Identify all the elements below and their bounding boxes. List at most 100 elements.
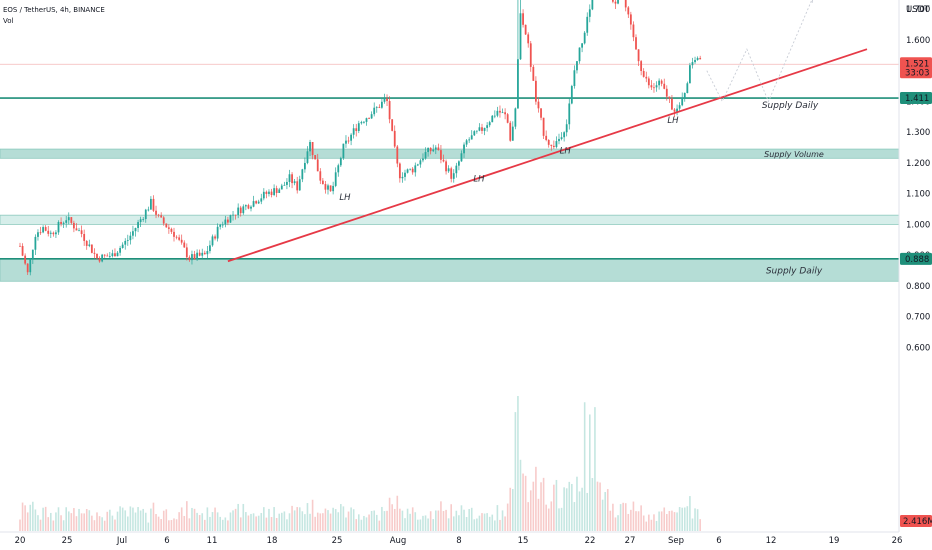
candle [129, 235, 132, 241]
x-tick-label-9: 15 [518, 536, 529, 546]
volume-bar [127, 516, 129, 531]
candle [160, 215, 163, 218]
volume-bar [296, 507, 298, 531]
volume-bar [201, 513, 204, 531]
volume-bar [494, 520, 496, 531]
candle [147, 209, 150, 211]
candle [255, 201, 258, 204]
candle [90, 244, 93, 253]
candle [499, 110, 501, 113]
volume-bar [604, 492, 606, 531]
y-tick-label-8: 1.300 [906, 128, 930, 138]
lh-annotation-2: LH [473, 174, 485, 184]
volume-bar [311, 499, 314, 531]
volume-bar [501, 510, 504, 531]
candle [196, 252, 198, 260]
volume-bar [509, 487, 512, 531]
volume-bar [281, 512, 283, 531]
candle [288, 174, 291, 182]
volume-bar [352, 509, 355, 531]
zone-label-supply-lower: Supply Daily [766, 267, 823, 277]
volume-bar [560, 507, 563, 531]
candle [283, 184, 286, 186]
candle [475, 130, 478, 132]
volume-bar [606, 489, 609, 531]
candle [678, 105, 681, 109]
candle [75, 228, 78, 231]
candle [493, 115, 496, 117]
projection-path [706, 0, 813, 103]
volume-bar [119, 506, 121, 531]
volume-bar [75, 516, 78, 531]
candle [306, 151, 309, 163]
volume-bar [114, 519, 116, 531]
volume-bar [401, 510, 404, 531]
x-tick-label-10: 22 [585, 536, 596, 546]
x-tick-label-7: Aug [390, 536, 407, 546]
volume-bar [512, 489, 514, 531]
candle [386, 98, 388, 102]
volume-bar [663, 507, 666, 531]
y-tick-label-13: 0.800 [906, 282, 930, 292]
volume-bar [381, 506, 383, 531]
candle [108, 256, 111, 257]
candle [347, 140, 350, 142]
candle [373, 107, 376, 115]
volume-bar [478, 515, 481, 531]
volume-bar [565, 488, 568, 531]
volume-bar [614, 517, 617, 531]
volume-bar [576, 476, 578, 531]
candle [175, 236, 178, 238]
volume-bar [70, 513, 73, 531]
volume-bar [411, 507, 414, 531]
candle [39, 232, 42, 234]
candle [65, 220, 68, 223]
x-tick-label-1: 25 [62, 536, 73, 546]
candle [132, 231, 134, 236]
volume-bar [291, 505, 293, 531]
candle [411, 168, 414, 173]
volume-bar [186, 501, 188, 531]
candle [450, 168, 453, 179]
volume-bar [52, 520, 55, 531]
candle [47, 230, 50, 234]
volume-bar [422, 515, 424, 531]
candle [188, 257, 191, 261]
candle [252, 201, 255, 207]
candle [555, 141, 558, 147]
candle [219, 224, 222, 227]
x-axis[interactable]: 20 25 Jul 6 11 18 25 Aug 8 15 22 27 Sep 6 12 19 26 [15, 536, 903, 546]
candle [406, 169, 409, 173]
volume-bar [214, 507, 216, 531]
level-tag-1 [900, 252, 932, 265]
candle [560, 137, 563, 139]
volume-bar [473, 519, 476, 531]
candle [422, 158, 424, 161]
volume-bar [204, 519, 206, 531]
volume-bar [96, 512, 98, 531]
symbol-title[interactable]: EOS / TetherUS, 4h, BINANCE [3, 6, 105, 14]
volume-bar [80, 513, 83, 531]
candle [658, 80, 660, 86]
candle [694, 59, 696, 63]
candle [273, 188, 275, 195]
volume-bar [124, 510, 127, 531]
volume-bar [601, 499, 604, 531]
candle [673, 109, 676, 112]
volume-bar [681, 507, 683, 531]
volume-bar [109, 509, 111, 531]
candle [268, 191, 270, 194]
volume-bar [21, 502, 24, 531]
candle [67, 217, 70, 221]
volume-bar [160, 519, 162, 531]
volume-bar [263, 507, 265, 531]
candle [550, 144, 553, 146]
candle [632, 24, 635, 38]
volume-bar [699, 519, 701, 531]
volume-bar [455, 510, 458, 531]
candle [34, 236, 37, 250]
candle [214, 236, 216, 239]
volume-bar [578, 491, 581, 531]
volume-bar [686, 506, 689, 531]
